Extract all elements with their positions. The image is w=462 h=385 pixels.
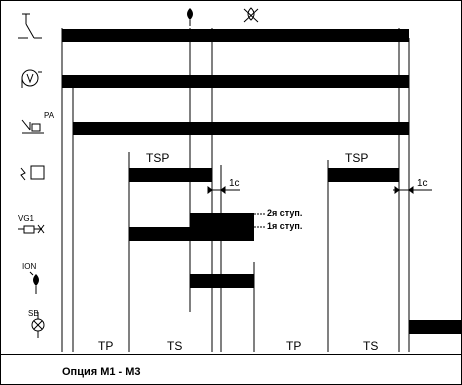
fan-pump-icon [21,69,42,88]
bar-sbl [409,320,462,334]
bar-valve-stage-1 [129,227,254,241]
sbl-lamp-icon [31,312,45,338]
bar-pressure-switch [73,122,409,135]
bar-tsp-1 [129,168,212,182]
phase-label-2: TS [167,339,183,353]
bar-thermostat [62,29,409,42]
delay-marker-1 [207,186,240,194]
thermostat-switch-icon [18,13,42,39]
flame-crossed-icon [243,7,259,23]
stage-1-label: 1я ступ. [267,221,303,231]
row6-sublabel: ION [22,262,37,271]
phase-label-4: TS [363,339,379,353]
row3-sublabel: PA [44,111,55,120]
delay-label-2: 1c [417,178,428,189]
phase-label-3: TP [286,339,302,353]
delay-marker-2 [393,186,432,194]
bar-tsp-2 [328,168,399,182]
row7-sublabel: SB [28,309,39,318]
pressure-switch-pa-icon [21,119,44,134]
gas-valve-vg1-icon [18,224,45,234]
row5-sublabel: VG1 [18,214,35,223]
stage-2-label: 2я ступ. [267,208,303,218]
footer-divider [0,354,462,355]
phase-label-1: TP [98,339,114,353]
flame-icon [187,8,193,26]
tsp-label-1: TSP [146,151,170,165]
heater-a-icon [20,165,45,181]
bar-ignition [190,274,254,288]
tsp-label-2: TSP [345,151,369,165]
option-caption: Опция М1 - М3 [62,366,141,378]
bar-valve-stage-2 [190,213,254,227]
delay-label-1: 1c [229,178,240,189]
bar-fan [62,75,409,88]
ignition-ion-icon [29,271,39,294]
